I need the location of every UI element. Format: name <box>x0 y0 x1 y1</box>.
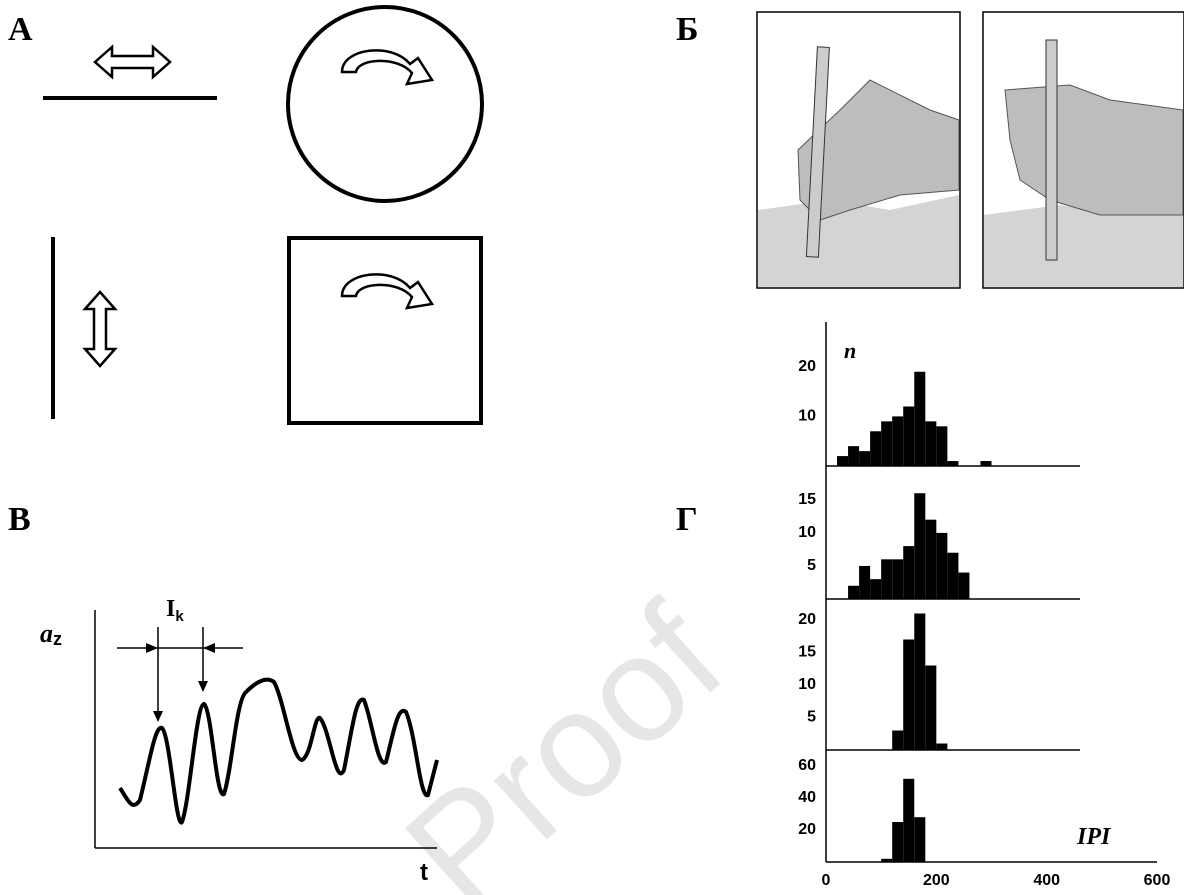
x-axis-label: IPI <box>1076 824 1112 850</box>
panel-label: Г <box>676 501 698 538</box>
bar <box>936 743 948 750</box>
hand-photo <box>982 11 1184 289</box>
label-subscript: k <box>175 608 184 625</box>
bar <box>837 456 849 466</box>
bar <box>914 817 926 862</box>
bar <box>903 639 915 750</box>
y-axis-label: az <box>40 619 62 649</box>
y-tick-label: 5 <box>807 557 816 574</box>
x-tick-label: 400 <box>1033 872 1060 889</box>
y-axis-label: n <box>844 338 856 363</box>
bar <box>958 572 970 599</box>
bar <box>914 371 926 466</box>
bar <box>859 451 871 466</box>
x-tick-label: 0 <box>822 872 831 889</box>
signal-arrowheads <box>146 643 215 722</box>
panel-label: Б <box>676 11 698 48</box>
y-tick-label: 10 <box>798 408 816 425</box>
bar <box>870 579 882 599</box>
panel-a-shapes <box>43 5 484 425</box>
bar <box>903 546 915 599</box>
bar <box>925 519 937 599</box>
bar <box>892 730 904 750</box>
label: I <box>166 596 175 622</box>
bar <box>848 446 860 466</box>
bar <box>947 461 959 466</box>
y-tick-label: 5 <box>807 709 816 726</box>
interval-label: Ik <box>166 596 184 625</box>
bar <box>936 532 948 599</box>
bar <box>925 665 937 750</box>
y-tick-label: 20 <box>798 611 816 628</box>
bar <box>914 493 926 599</box>
bar <box>980 461 992 466</box>
bar <box>947 552 959 599</box>
bar <box>903 778 915 862</box>
y-tick-label: 60 <box>798 757 816 774</box>
label-subscript: z <box>53 629 62 649</box>
bar <box>892 822 904 862</box>
y-tick-label: 20 <box>798 821 816 838</box>
label: a <box>40 619 53 648</box>
bar <box>925 421 937 466</box>
bar <box>881 421 893 466</box>
bar <box>914 613 926 750</box>
y-tick-label: 10 <box>798 524 816 541</box>
y-tick-label: 20 <box>798 358 816 375</box>
x-tick-label: 200 <box>923 872 950 889</box>
panel-a-arrows <box>82 44 435 368</box>
hand-photo <box>756 11 961 289</box>
x-tick-label: 600 <box>1144 872 1171 889</box>
x-axis-label: t <box>420 859 428 886</box>
panel-label: В <box>8 501 31 538</box>
watermark: Proof <box>374 572 753 895</box>
bar <box>881 858 893 862</box>
bar <box>892 416 904 466</box>
y-tick-label: 15 <box>798 644 816 661</box>
panel-label: А <box>8 11 33 48</box>
bar <box>859 565 871 599</box>
bar <box>936 426 948 466</box>
bar <box>848 585 860 599</box>
bar <box>870 431 882 466</box>
signal-plot <box>94 610 439 849</box>
y-tick-label: 15 <box>798 491 816 508</box>
bar <box>903 406 915 466</box>
bar <box>881 559 893 599</box>
bar <box>892 559 904 599</box>
y-tick-label: 40 <box>798 789 816 806</box>
y-tick-label: 10 <box>798 676 816 693</box>
